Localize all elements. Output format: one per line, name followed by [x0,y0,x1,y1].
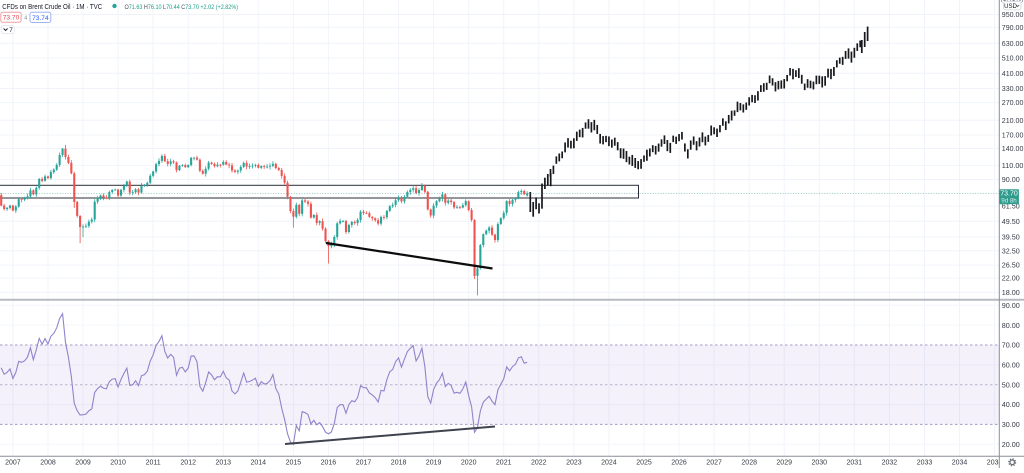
svg-text:9d 8h: 9d 8h [1001,198,1017,205]
svg-text:4: 4 [24,15,27,21]
svg-text:7: 7 [9,27,13,34]
svg-text:210.00: 210.00 [1002,116,1024,125]
svg-text:90.00: 90.00 [1002,301,1020,310]
svg-text:2027: 2027 [706,459,722,466]
svg-text:2020: 2020 [461,459,477,466]
svg-text:2028: 2028 [741,459,757,466]
svg-text:2009: 2009 [75,459,91,466]
svg-text:2012: 2012 [180,459,196,466]
svg-text:73.74: 73.74 [32,15,49,22]
svg-text:73.70: 73.70 [1000,191,1018,198]
svg-text:2017: 2017 [356,459,372,466]
svg-text:2019: 2019 [426,459,442,466]
svg-text:26.50: 26.50 [1002,261,1020,270]
svg-text:2011: 2011 [146,459,161,466]
svg-text:49.50: 49.50 [1002,217,1020,226]
svg-text:73.70: 73.70 [3,15,20,22]
svg-text:2029: 2029 [776,459,792,466]
svg-text:30.00: 30.00 [1002,420,1020,429]
svg-text:39.50: 39.50 [1002,233,1020,242]
svg-text:61.50: 61.50 [1002,202,1020,211]
svg-text:2032: 2032 [882,459,898,466]
svg-text:2033: 2033 [917,459,933,466]
svg-text:110.00: 110.00 [1002,161,1024,170]
svg-text:2015: 2015 [286,459,302,466]
svg-text:40.00: 40.00 [1002,400,1020,409]
svg-text:330.00: 330.00 [1002,84,1024,93]
svg-text:510.00: 510.00 [1002,54,1024,63]
svg-text:32.50: 32.50 [1002,246,1020,255]
svg-text:2021: 2021 [496,459,512,466]
svg-text:O71.63 H76.10 L70.44 C73.70 +2: O71.63 H76.10 L70.44 C73.70 +2.02 (+2.82… [125,4,239,11]
svg-text:2008: 2008 [40,459,56,466]
svg-text:410.00: 410.00 [1002,69,1024,78]
svg-text:270.00: 270.00 [1002,98,1024,107]
svg-text:2018: 2018 [391,459,407,466]
svg-text:170.00: 170.00 [1002,131,1024,140]
svg-text:790.00: 790.00 [1002,23,1024,32]
svg-text:2035: 2035 [987,459,1003,466]
svg-text:20.00: 20.00 [1002,440,1020,449]
svg-text:CFDs on Brent Crude Oil · 1M ·: CFDs on Brent Crude Oil · 1M · TVC [2,2,102,11]
svg-text:2016: 2016 [321,459,337,466]
svg-text:22.00: 22.00 [1002,274,1020,283]
svg-text:2023: 2023 [566,459,582,466]
svg-text:70.00: 70.00 [1002,341,1020,350]
svg-text:2026: 2026 [671,459,687,466]
svg-text:2022: 2022 [531,459,547,466]
svg-text:140.00: 140.00 [1002,144,1024,153]
svg-text:2014: 2014 [251,459,267,466]
svg-text:50.00: 50.00 [1002,380,1020,389]
svg-text:USD: USD [1004,4,1017,10]
svg-text:60.00: 60.00 [1002,361,1020,370]
svg-text:630.00: 630.00 [1002,39,1024,48]
svg-text:90.00: 90.00 [1002,175,1020,184]
svg-text:2007: 2007 [5,459,21,466]
svg-text:80.00: 80.00 [1002,321,1020,330]
svg-text:2034: 2034 [952,459,968,466]
svg-text:2025: 2025 [636,459,652,466]
svg-text:2010: 2010 [110,459,126,466]
svg-text:18.00: 18.00 [1002,288,1020,297]
svg-text:950.00: 950.00 [1002,10,1024,19]
svg-text:2024: 2024 [601,459,617,466]
svg-text:2013: 2013 [216,459,232,466]
svg-text:2031: 2031 [847,459,863,466]
svg-text:2030: 2030 [812,459,828,466]
